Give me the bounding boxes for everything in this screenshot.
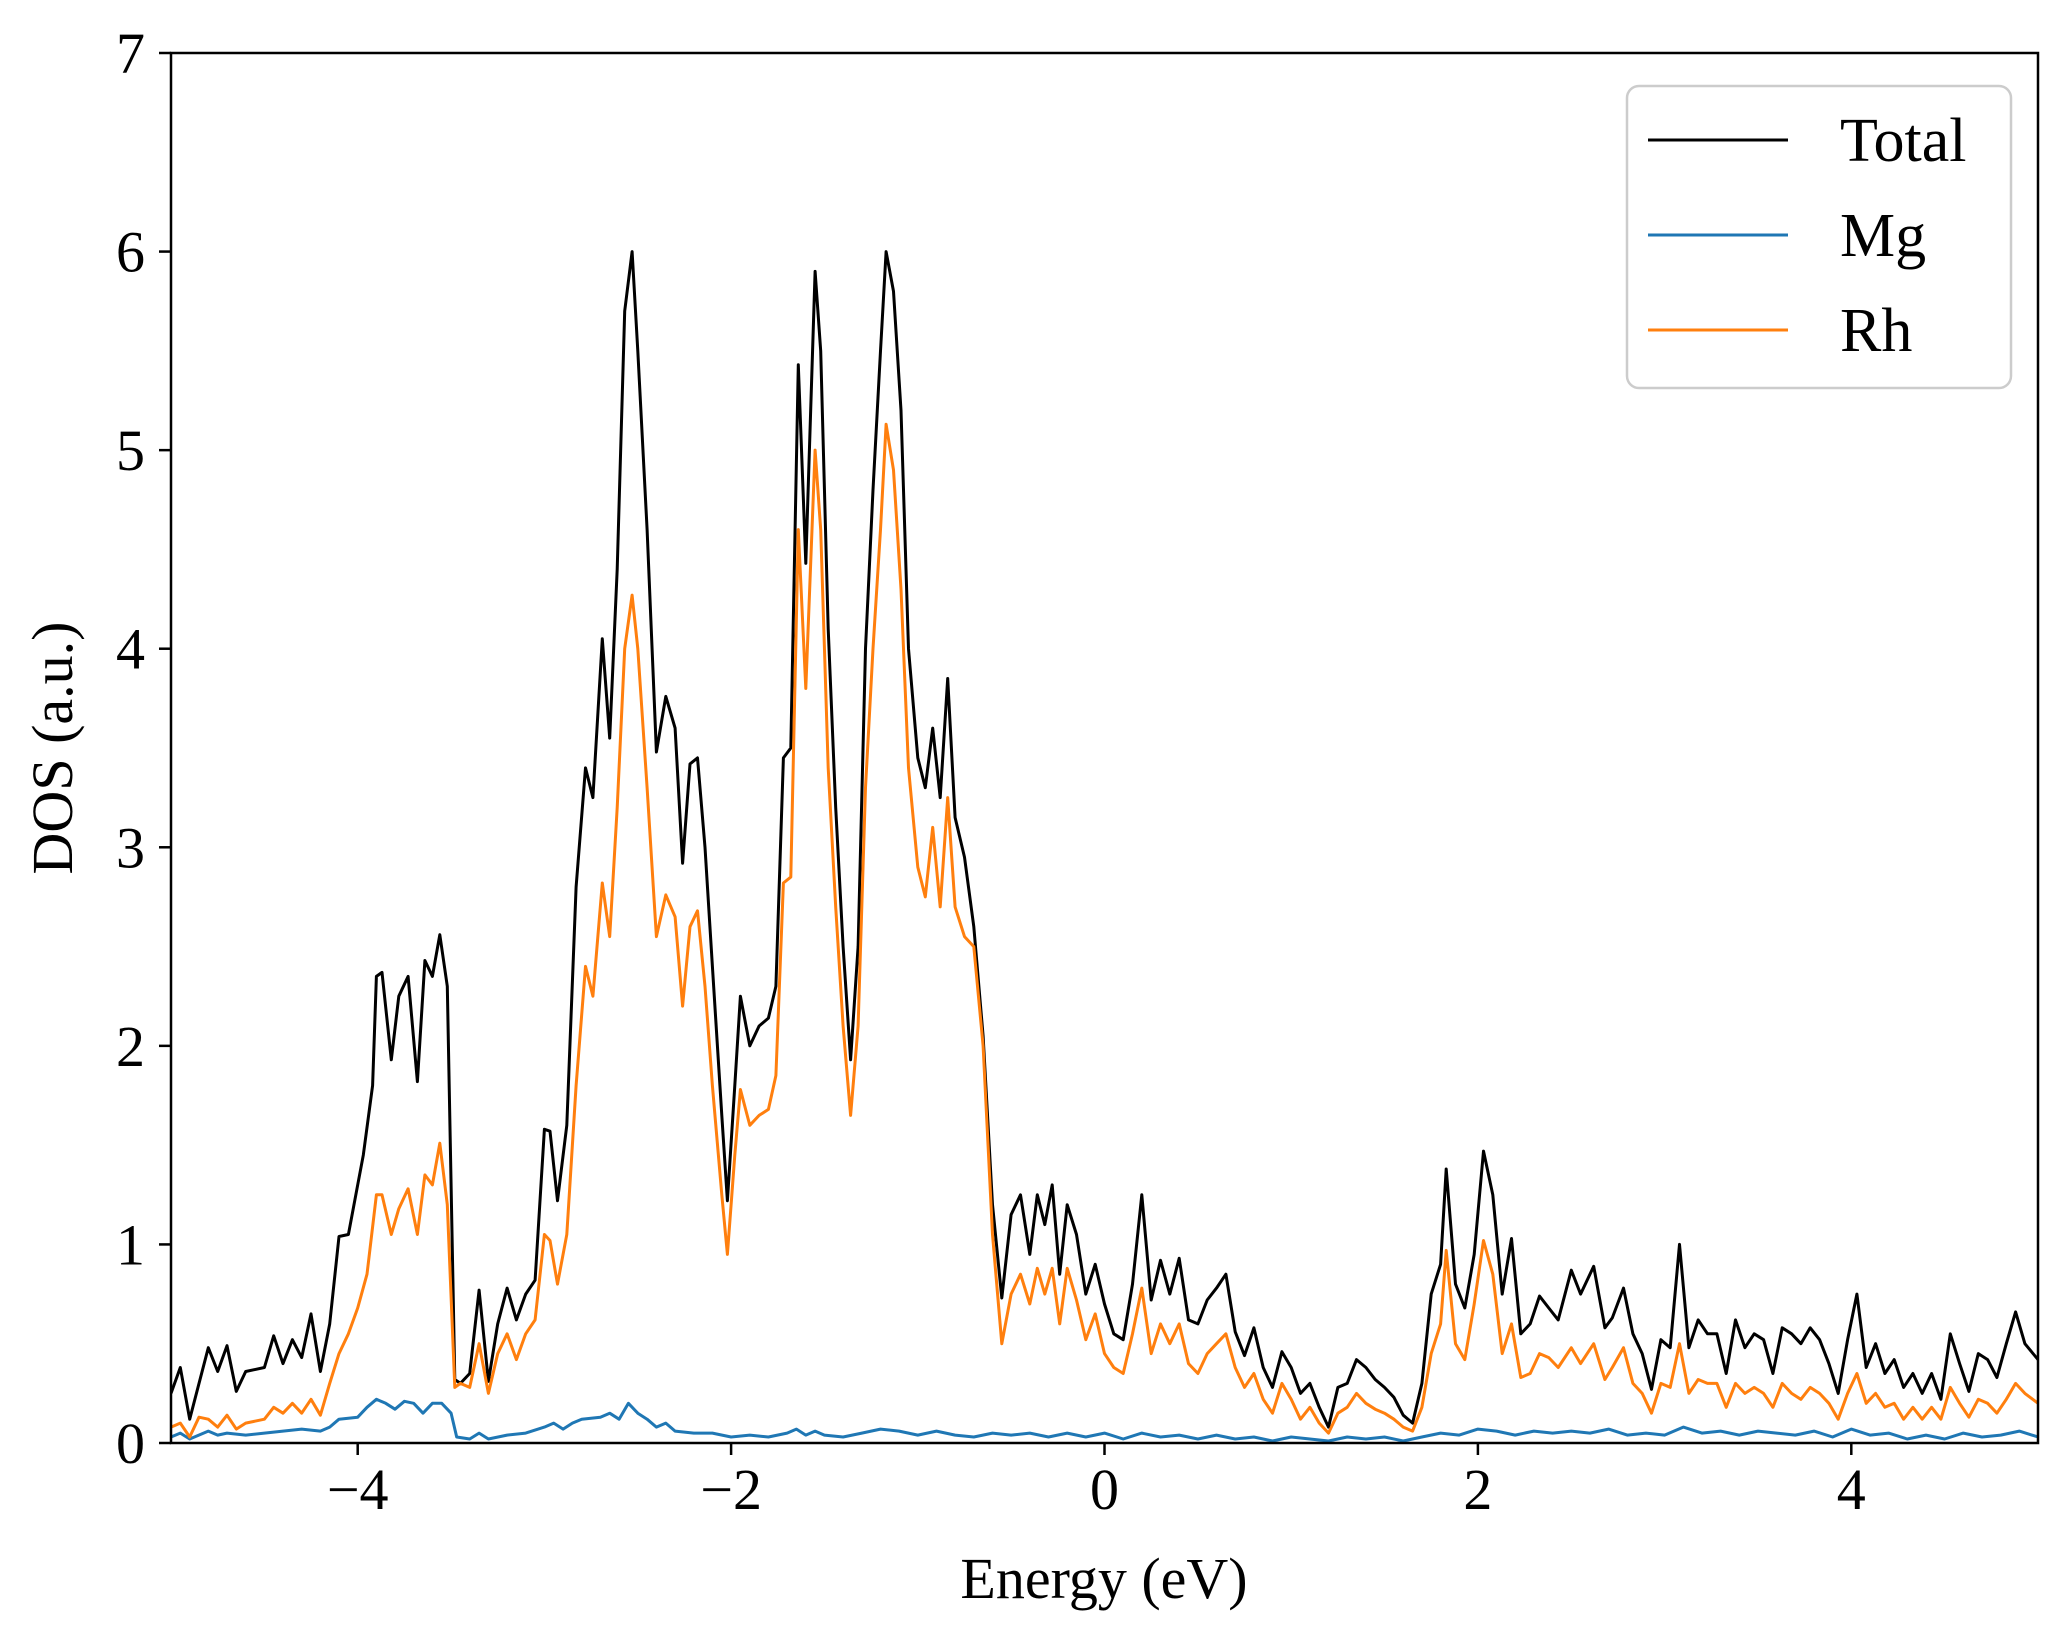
legend-label-total: Total [1840, 107, 1967, 175]
y-tick-label: 1 [116, 1212, 145, 1277]
y-tick-label: 6 [116, 220, 145, 285]
x-tick-label: 2 [1463, 1457, 1492, 1522]
series-line-rh [171, 422, 2038, 1439]
x-tick-label: −4 [327, 1457, 389, 1522]
x-tick-label: −2 [700, 1457, 762, 1522]
y-tick-label: 5 [116, 418, 145, 483]
x-axis-ticks: −4 −2 0 2 4 [327, 1443, 1866, 1522]
y-tick-label: 3 [116, 815, 145, 880]
legend-box [1625, 84, 2013, 390]
x-tick-label: 4 [1837, 1457, 1866, 1522]
y-tick-label: 7 [116, 21, 145, 86]
y-tick-label: 0 [116, 1411, 145, 1476]
plot-lines [171, 250, 2038, 1443]
series-line-total [171, 250, 2038, 1429]
y-tick-label: 4 [116, 617, 145, 682]
legend-label-mg: Mg [1840, 202, 1926, 270]
x-tick-label: 0 [1090, 1457, 1119, 1522]
series-line-mg [171, 1397, 2038, 1443]
legend-label-rh: Rh [1840, 297, 1912, 365]
y-tick-label: 2 [116, 1014, 145, 1079]
y-axis-label: DOS (a.u.) [20, 622, 85, 875]
y-axis-ticks: 0 1 2 3 4 5 6 7 [116, 21, 171, 1476]
legend: Total Mg Rh [1625, 84, 2013, 390]
x-axis-label: Energy (eV) [960, 1546, 1247, 1611]
